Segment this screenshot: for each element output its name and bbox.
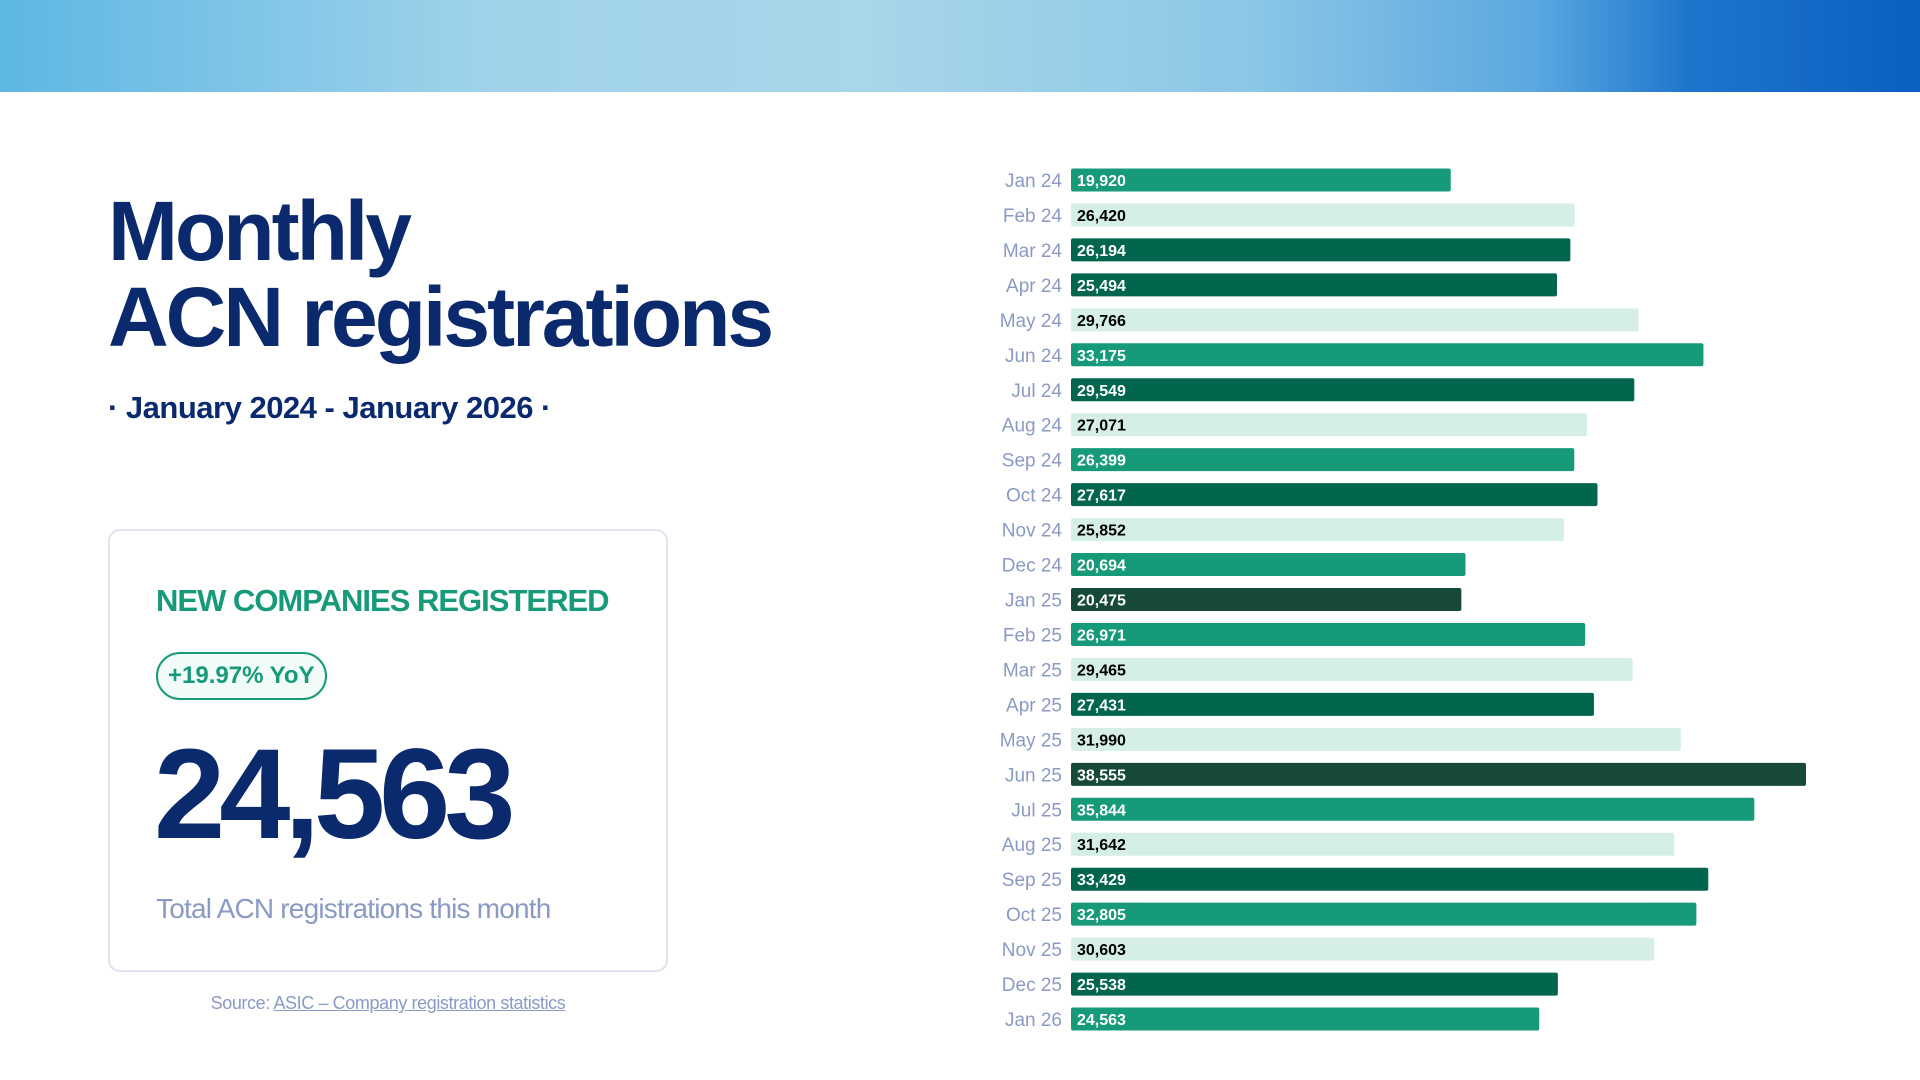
kpi-heading: NEW COMPANIES REGISTERED <box>156 583 610 618</box>
kpi-value: 24,563 <box>154 723 515 866</box>
category-label: Nov 24 <box>1002 521 1063 542</box>
data-label: 33,175 <box>1077 348 1126 365</box>
bar <box>1071 902 1697 926</box>
data-label: 27,431 <box>1077 697 1126 714</box>
data-label: 19,920 <box>1077 173 1126 190</box>
data-label: 30,603 <box>1077 942 1126 959</box>
data-label: 26,420 <box>1077 208 1126 225</box>
data-label: 31,642 <box>1077 837 1126 854</box>
category-label: Jul 24 <box>1011 381 1062 402</box>
bar <box>1071 203 1575 227</box>
data-label: 29,766 <box>1077 313 1126 330</box>
category-label: Mar 25 <box>1003 660 1062 681</box>
bar <box>1071 168 1451 192</box>
category-label: Oct 24 <box>1006 486 1062 507</box>
bar <box>1071 622 1586 646</box>
bar <box>1071 483 1598 507</box>
bar <box>1071 553 1466 577</box>
bar <box>1071 238 1571 262</box>
category-label: Oct 25 <box>1006 905 1062 926</box>
category-label: Dec 25 <box>1002 975 1062 996</box>
bar <box>1071 588 1462 612</box>
data-label: 32,805 <box>1077 907 1126 924</box>
category-label: Aug 25 <box>1002 835 1062 856</box>
data-label: 20,475 <box>1077 593 1126 610</box>
title-line-1: Monthly <box>108 184 412 278</box>
bar <box>1071 308 1639 332</box>
category-label: Jul 25 <box>1011 800 1062 821</box>
bar <box>1071 972 1558 996</box>
source-note: Source: ASIC – Company registration stat… <box>108 993 668 1014</box>
data-label: 27,071 <box>1077 418 1126 435</box>
bar <box>1071 378 1635 402</box>
kpi-card: NEW COMPANIES REGISTERED +19.97% YoY 24,… <box>108 529 668 972</box>
bar <box>1071 413 1588 437</box>
kpi-caption: Total ACN registrations this month <box>156 893 551 924</box>
data-label: 25,538 <box>1077 977 1126 994</box>
data-label: 31,990 <box>1077 732 1126 749</box>
data-label: 38,555 <box>1077 767 1126 784</box>
data-label: 29,465 <box>1077 662 1126 679</box>
data-label: 27,617 <box>1077 488 1126 505</box>
bar <box>1071 867 1709 891</box>
bar <box>1071 762 1806 786</box>
category-label: Apr 24 <box>1006 276 1062 297</box>
category-label: Jan 25 <box>1005 591 1062 612</box>
data-label: 26,194 <box>1077 243 1126 260</box>
date-range-subtitle: · January 2024 - January 2026 · <box>108 390 551 425</box>
data-label: 25,494 <box>1077 278 1126 295</box>
source-prefix: Source: <box>210 993 271 1013</box>
category-label: Jan 24 <box>1005 171 1062 192</box>
bar <box>1071 273 1558 297</box>
bar <box>1071 937 1655 961</box>
bar <box>1071 692 1594 716</box>
category-label: Sep 25 <box>1002 870 1062 891</box>
data-label: 24,563 <box>1077 1012 1126 1029</box>
category-label: Jun 24 <box>1005 346 1062 367</box>
bar <box>1071 797 1755 821</box>
category-label: Sep 24 <box>1002 451 1063 472</box>
category-label: Dec 24 <box>1002 556 1063 577</box>
category-label: Aug 24 <box>1002 416 1063 437</box>
yoy-badge: +19.97% YoY <box>156 652 327 700</box>
data-label: 26,399 <box>1077 453 1126 470</box>
bar <box>1071 832 1675 856</box>
category-label: Nov 25 <box>1002 940 1062 961</box>
page-title: Monthly ACN registrations <box>108 184 774 364</box>
bar <box>1071 657 1633 681</box>
data-label: 29,549 <box>1077 383 1126 400</box>
data-label: 26,971 <box>1077 627 1126 644</box>
data-label: 20,694 <box>1077 558 1126 575</box>
bar <box>1071 448 1575 472</box>
category-label: Mar 24 <box>1003 241 1063 262</box>
header-banner <box>0 0 1920 92</box>
data-label: 33,429 <box>1077 872 1126 889</box>
category-label: Jan 26 <box>1005 1010 1062 1031</box>
category-label: Feb 25 <box>1003 625 1062 646</box>
category-label: May 24 <box>1000 311 1063 332</box>
category-label: Feb 24 <box>1003 206 1063 227</box>
bar <box>1071 1007 1540 1031</box>
data-label: 25,852 <box>1077 523 1126 540</box>
bar <box>1071 518 1564 542</box>
category-label: Jun 25 <box>1005 765 1062 786</box>
category-label: Apr 25 <box>1006 695 1062 716</box>
bar <box>1071 727 1681 751</box>
bar <box>1071 343 1704 367</box>
source-link[interactable]: ASIC – Company registration statistics <box>273 993 566 1013</box>
data-label: 35,844 <box>1077 802 1126 819</box>
title-line-2: ACN registrations <box>108 270 774 364</box>
category-label: May 25 <box>1000 730 1062 751</box>
